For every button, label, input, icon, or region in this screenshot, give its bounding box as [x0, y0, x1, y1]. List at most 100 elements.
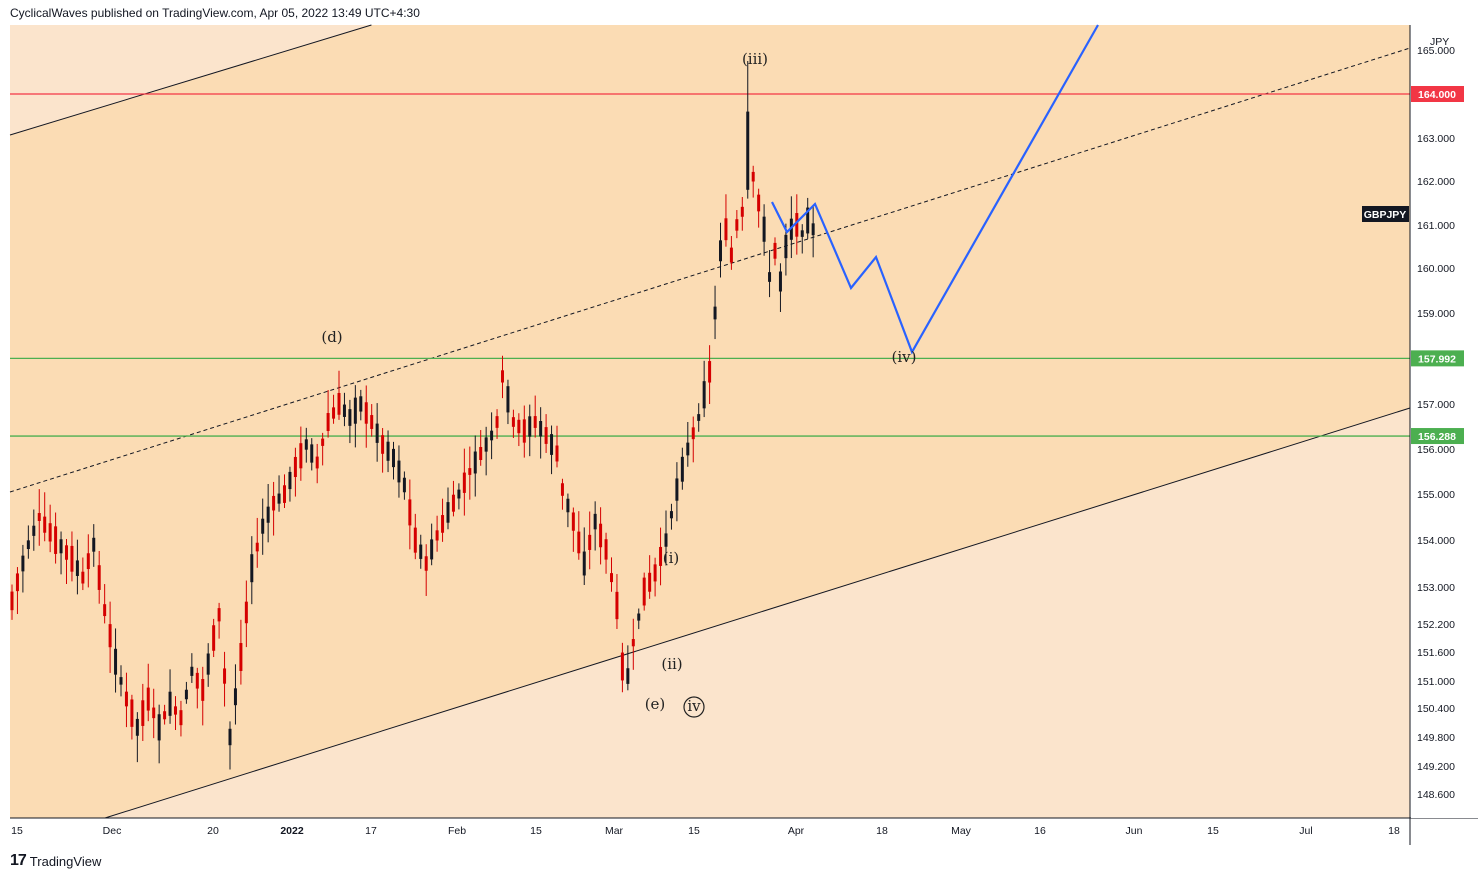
candle-body — [604, 539, 608, 560]
wave-label-5: iv — [687, 697, 701, 715]
price-tick-label: 149.200 — [1417, 761, 1455, 773]
candle-body — [501, 370, 504, 383]
candle-body — [233, 688, 237, 706]
candle-body — [179, 710, 183, 726]
wave-labels: (d) (iii) (i) (ii) (e) iv (iv) — [321, 50, 917, 718]
axes: 165.000 164.000 163.000 162.000 161.000 160.0… — [10, 25, 1478, 845]
candle-body — [15, 573, 19, 592]
candle-body — [528, 416, 532, 437]
candle-body — [762, 216, 766, 242]
time-axis-bg — [10, 819, 1410, 845]
candle-body — [713, 306, 717, 320]
candle-body — [244, 601, 248, 624]
candle-body — [642, 577, 646, 606]
candle-body — [299, 443, 303, 469]
level-tag-label: 156.288 — [1418, 431, 1456, 443]
candle-body — [174, 706, 177, 715]
candle-body — [359, 396, 363, 412]
candle-body — [669, 511, 673, 519]
price-tick-label: 152.200 — [1417, 619, 1455, 631]
time-tick-label: Apr — [788, 825, 805, 837]
candle-body — [490, 430, 494, 441]
candle-body — [65, 545, 68, 560]
candle-body — [806, 207, 810, 234]
candle-body — [462, 472, 466, 493]
candle-body — [620, 652, 624, 681]
candle-body — [539, 421, 543, 437]
candle-body — [430, 539, 434, 560]
candle-body — [571, 512, 575, 531]
candle-body — [86, 553, 90, 570]
candle-body — [163, 711, 167, 720]
price-tick-label: 156.000 — [1417, 444, 1455, 456]
price-tick-label: 162.000 — [1417, 176, 1455, 188]
price-tick-label: 160.000 — [1417, 263, 1455, 275]
candle-body — [397, 460, 401, 483]
level-tag-bg — [1411, 86, 1464, 102]
level-tag-bg — [1411, 350, 1464, 367]
candle-body — [811, 223, 815, 236]
time-tick-label: Mar — [605, 825, 624, 837]
price-tick-label: 165.000 — [1417, 45, 1455, 57]
candle-body — [446, 502, 450, 523]
candle-body — [201, 679, 205, 701]
time-tick-label: 15 — [1207, 825, 1219, 837]
candle-body — [740, 206, 744, 217]
candle-body — [326, 413, 330, 431]
candle-body — [381, 435, 385, 454]
candle-body — [795, 213, 799, 237]
candle-body — [637, 613, 641, 621]
candle-body — [152, 707, 156, 719]
candle-body — [168, 691, 172, 716]
candle-body — [293, 456, 297, 478]
candle-body — [212, 625, 216, 651]
price-tick-label: 153.000 — [1417, 582, 1455, 594]
candle-body — [364, 402, 368, 424]
candle-body — [648, 572, 652, 592]
candle-body — [108, 624, 112, 648]
candle-body — [555, 445, 559, 462]
candle-body — [457, 489, 461, 499]
candle-body — [702, 381, 706, 409]
candle-body — [304, 439, 308, 450]
candle-body — [228, 728, 232, 746]
candle-body — [217, 608, 221, 622]
candle-body — [190, 666, 194, 676]
candle-body — [386, 441, 390, 461]
candle-body — [59, 539, 63, 554]
candle-body — [310, 444, 314, 463]
candle-body — [435, 530, 439, 541]
candle-body — [582, 551, 586, 576]
candle-body — [522, 419, 526, 443]
candle-body — [315, 456, 319, 469]
candle-body — [272, 495, 276, 511]
candle-body — [577, 531, 581, 554]
candle-body — [223, 668, 227, 684]
price-tick-label: 149.800 — [1417, 732, 1455, 744]
candle-body — [506, 386, 510, 413]
candle-body — [92, 537, 96, 552]
tradingview-brand[interactable]: 17 TradingView — [10, 852, 101, 870]
candle-body — [26, 540, 30, 550]
wave-label-6: (iv) — [892, 348, 917, 366]
time-tick-label: 15 — [11, 825, 23, 837]
candle-body — [675, 478, 679, 501]
candle-body — [141, 700, 145, 726]
candle-body — [277, 493, 281, 504]
candle-body — [342, 404, 346, 417]
price-axis-bg — [1411, 25, 1478, 818]
price-tick-label: 151.600 — [1417, 647, 1455, 659]
price-tick-label: 150.400 — [1417, 703, 1455, 715]
projection-line — [771, 24, 1099, 355]
price-tick-label: 163.000 — [1417, 133, 1455, 145]
candle-body — [610, 573, 613, 583]
candle-body — [119, 677, 123, 685]
tradingview-logo-icon: 17 — [10, 852, 27, 869]
candle-body — [75, 560, 79, 576]
level-tag-bg — [1411, 428, 1464, 445]
candle-body — [768, 272, 772, 282]
candle-body — [697, 414, 701, 421]
candle-body — [773, 242, 777, 259]
candle-body — [659, 546, 663, 566]
